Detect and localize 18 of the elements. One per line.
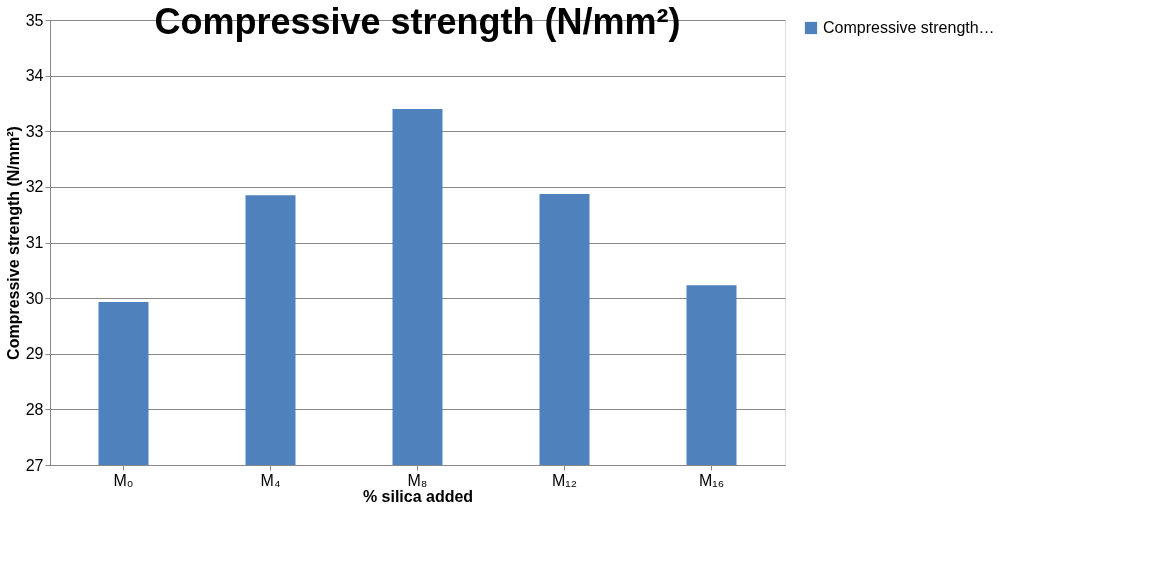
chart-title: Compressive strength (N/mm²) — [154, 1, 681, 42]
y-tick-label: 34 — [25, 67, 44, 85]
legend-label: Compressive strength… — [823, 19, 995, 36]
y-tick-label: 32 — [25, 178, 44, 196]
y-tick-label: 33 — [25, 122, 44, 140]
y-tick-label: 28 — [25, 400, 44, 418]
y-tick-label: 29 — [25, 345, 44, 363]
y-tick-label: 31 — [25, 234, 44, 251]
x-tick-label: M₁₆ — [698, 471, 725, 489]
x-tick-label: M₁₂ — [552, 471, 577, 489]
y-tick-label: 35 — [25, 11, 44, 29]
y-tick-label: 30 — [25, 289, 44, 307]
x-tick-label: M₀ — [113, 471, 134, 489]
y-axis-title: Compressive strength (N/mm²) — [4, 126, 22, 360]
x-axis-title: % silica added — [362, 487, 474, 505]
x-tick-label: M₈ — [407, 471, 428, 489]
x-tick-label: M₄ — [260, 471, 281, 489]
y-tick-label: 27 — [25, 456, 44, 474]
